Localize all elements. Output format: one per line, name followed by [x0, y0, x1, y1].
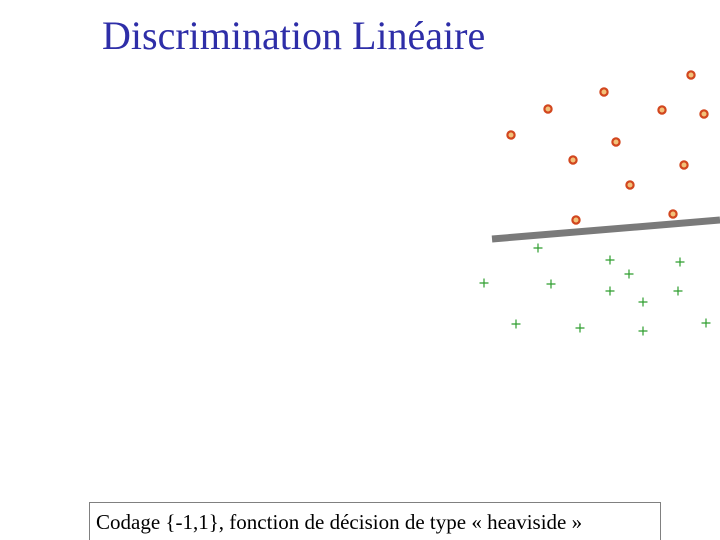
- class-circles-group: [506, 70, 709, 225]
- class-plus-point: [511, 319, 521, 329]
- class-plus-point: [605, 255, 615, 265]
- class-circle-point: [625, 180, 635, 190]
- class-circle-point: [699, 109, 709, 119]
- class-plus-group: [479, 243, 711, 336]
- class-plus-point: [575, 323, 585, 333]
- caption-box: Codage {-1,1}, fonction de décision de t…: [89, 502, 661, 540]
- class-circle-point: [506, 130, 516, 140]
- class-circle-point: [657, 105, 667, 115]
- class-plus-point: [479, 278, 489, 288]
- class-plus-point: [533, 243, 543, 253]
- class-circle-point: [679, 160, 689, 170]
- caption-text: Codage {-1,1}, fonction de décision de t…: [96, 510, 583, 534]
- class-plus-point: [605, 286, 615, 296]
- slide-title: Discrimination Linéaire: [102, 13, 486, 58]
- class-circle-point: [668, 209, 678, 219]
- class-circle-point: [568, 155, 578, 165]
- class-plus-point: [624, 269, 634, 279]
- class-plus-point: [546, 279, 556, 289]
- class-circle-point: [686, 70, 696, 80]
- class-circle-point: [571, 215, 581, 225]
- class-circle-point: [611, 137, 621, 147]
- class-circle-point: [543, 104, 553, 114]
- class-plus-point: [673, 286, 683, 296]
- class-plus-point: [701, 318, 711, 328]
- class-plus-point: [638, 326, 648, 336]
- class-circle-point: [599, 87, 609, 97]
- class-plus-point: [675, 257, 685, 267]
- separator-line: [491, 216, 720, 243]
- class-plus-point: [638, 297, 648, 307]
